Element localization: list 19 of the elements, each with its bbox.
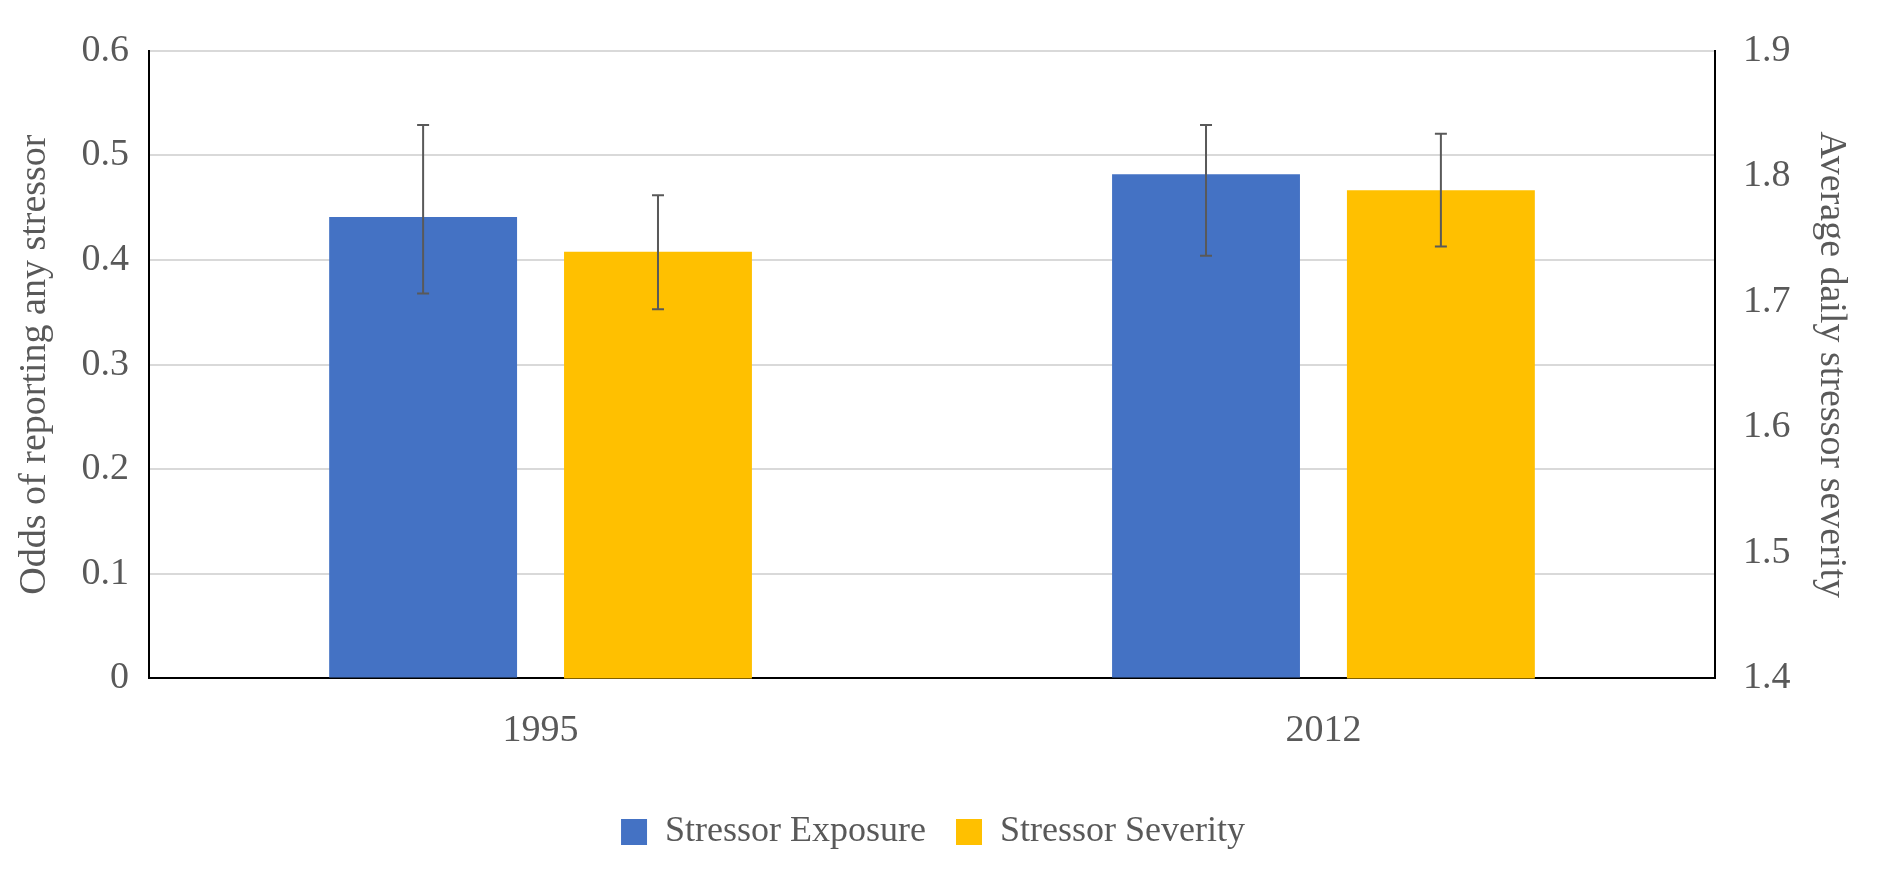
- y2-axis-title: Average daily stressor severity: [1813, 131, 1856, 598]
- y-tick-label: 0.3: [81, 340, 130, 383]
- legend-label: Stressor Severity: [1000, 809, 1245, 850]
- y2-tick-label: 1.5: [1742, 528, 1791, 571]
- legend-label: Stressor Exposure: [665, 809, 926, 850]
- y2-tick-label: 1.6: [1742, 403, 1791, 446]
- y-axis-title: Odds of reporting any stressor: [10, 134, 53, 595]
- y-tick-label: 0.6: [81, 26, 130, 69]
- y-tick-label: 0.2: [81, 445, 130, 488]
- y-tick-label: 0.1: [81, 549, 130, 592]
- y-tick-label: 0.5: [81, 131, 130, 174]
- y-tick-label: 0.4: [81, 235, 130, 278]
- x-tick-label: 1995: [502, 707, 579, 750]
- y2-tick-label: 1.9: [1742, 26, 1791, 69]
- x-tick-label: 2012: [1285, 707, 1362, 750]
- y-tick-label: 0: [110, 654, 130, 697]
- y2-tick-label: 1.7: [1742, 277, 1791, 320]
- y2-tick-label: 1.8: [1742, 152, 1791, 195]
- y2-tick-label: 1.4: [1742, 654, 1791, 697]
